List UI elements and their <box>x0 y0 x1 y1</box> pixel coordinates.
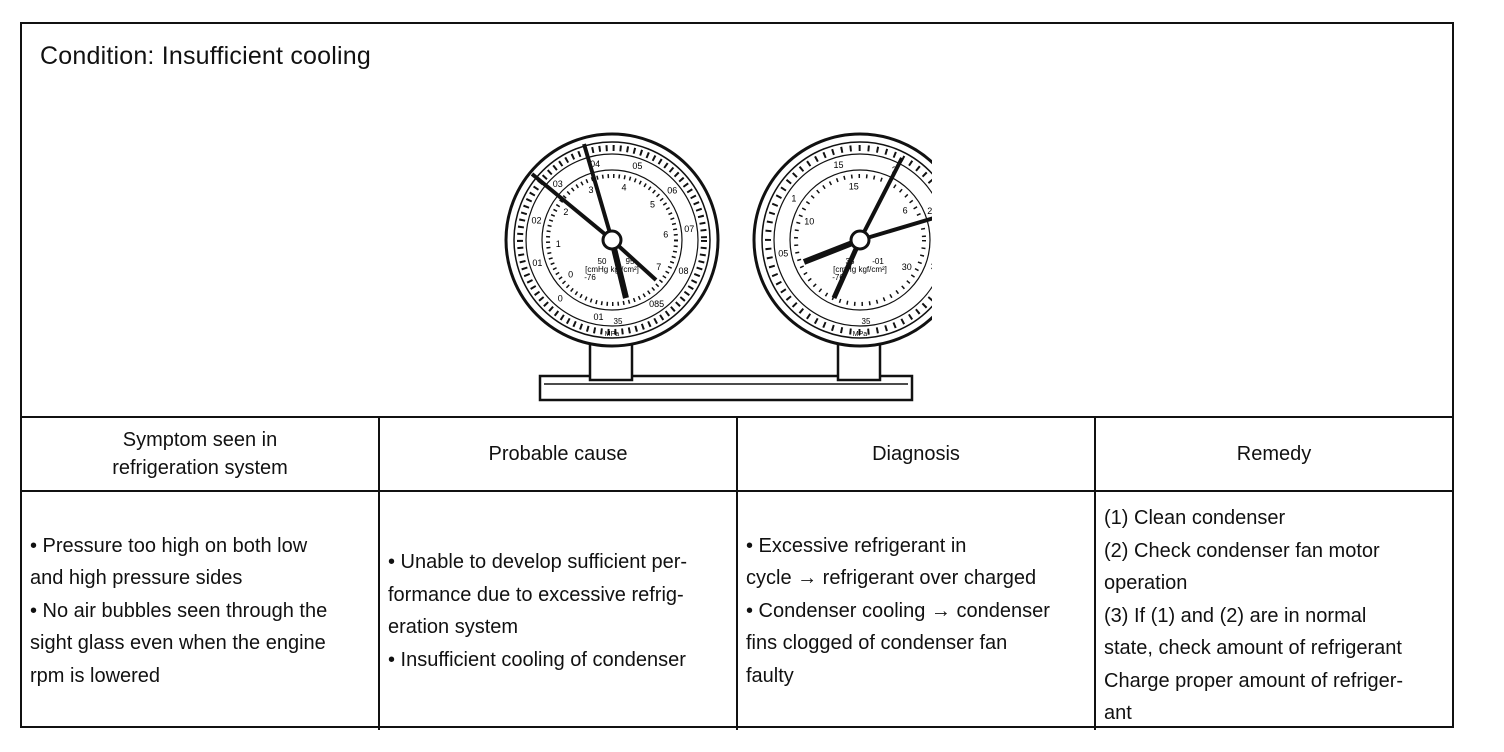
high-gauge-needle-1 <box>858 157 904 241</box>
low-gauge-units: [cmHg kgf/cm²] <box>585 265 639 274</box>
text-line: and high pressure sides <box>30 567 243 590</box>
text-line: faulty <box>746 664 794 687</box>
text-line: • Insufficient cooling of condenser <box>388 648 686 671</box>
gauge-scale-label: 0 <box>568 270 573 280</box>
gauge-scale-label: 01 <box>593 312 603 322</box>
header-diagnosis: Diagnosis <box>738 418 1096 492</box>
gauge-bottom-label: 50 <box>598 257 607 266</box>
text-line: fins clogged of condenser fan <box>746 632 1008 655</box>
text-line: ant <box>1104 702 1132 724</box>
gauge-scale-label: 4 <box>621 182 626 192</box>
gauge-scale-label: 2 <box>563 207 568 217</box>
text-line: (2) Check condenser fan motor <box>1104 539 1380 562</box>
text-line: Probable cause <box>488 443 628 465</box>
gauge-scale-label: 07 <box>684 224 694 234</box>
high-gauge-needle-2 <box>859 216 932 242</box>
gauge-scale-label: 01 <box>532 258 542 268</box>
gauge-scale-label: 15 <box>833 160 843 170</box>
header-symptom: Symptom seen in refrigeration system <box>22 418 380 492</box>
gauge-scale-label: 3 <box>931 262 932 272</box>
gauge-bottom-label: 35 <box>862 317 871 326</box>
high-gauge-hub <box>849 229 871 251</box>
gauge-scale-label: 7 <box>656 262 661 272</box>
text-line: (1) Clean condenser <box>1104 507 1286 529</box>
header-probable-cause: Probable cause <box>380 418 738 492</box>
low-gauge-mpa-label: MPa <box>605 331 620 338</box>
condition-title: Condition: Insufficient cooling <box>40 42 371 70</box>
gauge-scale-label: 02 <box>531 216 541 226</box>
gauge-bottom-label: 35 <box>614 317 623 326</box>
text-line: Charge proper amount of refriger- <box>1104 669 1404 692</box>
gauge-scale-label: 1 <box>791 194 796 204</box>
text-line: Remedy <box>1236 443 1312 465</box>
gauge-scale-label: 10 <box>804 217 814 227</box>
low-gauge-needle-3 <box>530 172 614 242</box>
text-line: • Excessive refrigerant in <box>746 534 967 557</box>
high-gauge-units: [cmHg kgf/cm²] <box>833 265 887 274</box>
gauge-scale-label: 3 <box>588 185 593 195</box>
gauge-scale-label: 08 <box>678 266 688 276</box>
diagnosis-table: Symptom seen in refrigeration system Prob… <box>22 416 1452 730</box>
gauge-bottom-label: 95 <box>626 257 635 266</box>
gauge-scale-label: 085 <box>649 299 664 309</box>
gauge-scale-label: 30 <box>902 262 912 272</box>
text-line: refrigeration system <box>112 457 288 479</box>
cell-symptom: • Pressure too high on both low and high … <box>22 492 380 730</box>
cell-diagnosis: • Excessive refrigerant in cycle → refrig… <box>738 492 1096 730</box>
condition-frame: Condition: Insufficient cooling 01 0 01 02 0… <box>20 22 1454 730</box>
text-line: rpm is lowered <box>30 664 161 687</box>
text-line: • Pressure too high on both low <box>30 534 308 557</box>
gauge-scale-label: 05 <box>632 161 642 171</box>
low-gauge-hub <box>601 229 623 251</box>
text-line: • Unable to develop sufficient per- <box>388 551 688 573</box>
gauge-scale-label: 25 <box>927 206 932 216</box>
text-line: • No air bubbles seen through the <box>30 599 328 622</box>
low-gauge-needle-1 <box>582 143 614 241</box>
gauge-scale-label: 04 <box>590 159 600 169</box>
header-remedy: Remedy <box>1096 418 1452 492</box>
gauge-bottom-label: -76 <box>584 273 596 282</box>
text-line: (3) If (1) and (2) are in normal <box>1104 604 1367 627</box>
gauge-scale-label: 6 <box>663 230 668 240</box>
gauge-scale-label: 15 <box>849 181 859 191</box>
text-line: cycle → refrigerant over charged <box>746 567 1037 590</box>
high-gauge-mpa-label: MPa <box>853 331 868 338</box>
gauge-scale-label: 5 <box>650 199 655 209</box>
gauge-bottom-label: -01 <box>872 257 884 266</box>
gauge-scale-label: 1 <box>556 239 561 249</box>
gauge-scale-label: 06 <box>667 185 677 195</box>
manifold-base <box>538 374 914 402</box>
cell-probable-cause: • Unable to develop sufficient per-forma… <box>380 492 738 730</box>
text-line: eration system <box>388 616 519 638</box>
text-line: state, check amount of refrigerant <box>1104 637 1402 659</box>
text-line: formance due to excessive refrig- <box>388 583 684 606</box>
text-line: sight glass even when the engine <box>30 632 326 655</box>
gauge-scale-label: 05 <box>778 249 788 259</box>
gauge-scale-label: 6 <box>903 205 908 215</box>
high-gauge-needle-4 <box>831 238 863 300</box>
gauge-bottom-label: -76 <box>832 273 844 282</box>
cell-remedy: (1) Clean condenser (2) Check condenser f… <box>1096 492 1452 730</box>
text-line: Symptom seen in <box>122 429 278 451</box>
gauge-scale-label: 0 <box>558 293 563 303</box>
gauge-scale-label: 03 <box>553 179 563 189</box>
text-line: • Condenser cooling → condenser <box>746 599 1050 622</box>
text-line: Diagnosis <box>872 443 960 465</box>
text-line: operation <box>1104 572 1188 594</box>
